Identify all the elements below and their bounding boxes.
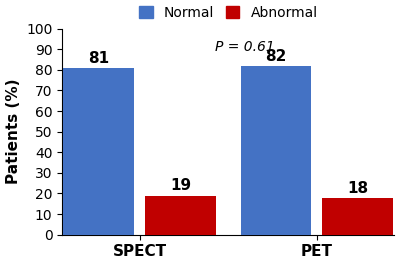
Text: P = 0.61: P = 0.61 — [215, 40, 275, 54]
Bar — [63, 68, 134, 235]
Text: 82: 82 — [265, 48, 287, 64]
Y-axis label: Patients (%): Patients (%) — [6, 79, 20, 184]
Legend: Normal, Abnormal: Normal, Abnormal — [139, 6, 318, 20]
Bar — [145, 196, 216, 235]
Text: 18: 18 — [347, 180, 368, 196]
Bar — [322, 198, 393, 235]
Bar — [240, 66, 311, 235]
Text: 19: 19 — [170, 179, 191, 193]
Text: 81: 81 — [88, 51, 109, 66]
